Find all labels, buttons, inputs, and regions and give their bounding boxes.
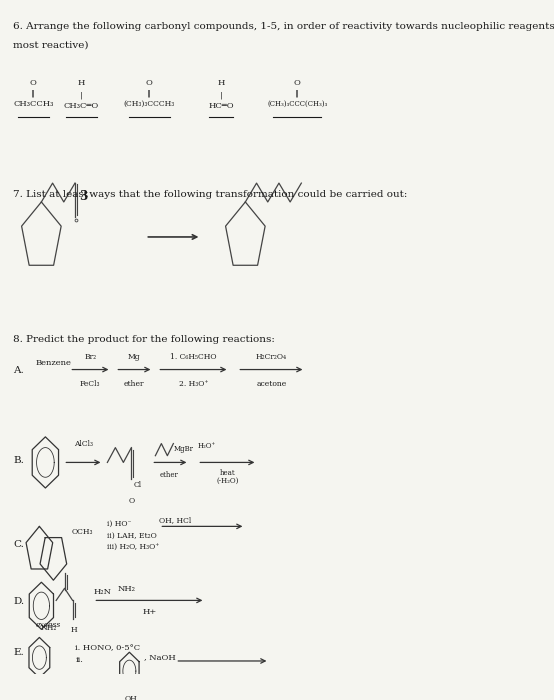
Text: NH₂: NH₂ xyxy=(40,624,57,632)
Text: ‖: ‖ xyxy=(147,90,151,97)
Text: (CH₃)₃CCCH₃: (CH₃)₃CCCH₃ xyxy=(124,100,175,108)
Text: CH₃C═O: CH₃C═O xyxy=(64,102,99,109)
Text: 3: 3 xyxy=(79,190,88,203)
Text: H: H xyxy=(78,79,85,87)
Text: ‖: ‖ xyxy=(295,90,299,97)
Text: ether: ether xyxy=(124,379,145,388)
Text: heat: heat xyxy=(219,469,235,477)
Text: MgBr: MgBr xyxy=(174,445,194,453)
Text: HC═O: HC═O xyxy=(208,102,234,109)
Text: O: O xyxy=(294,79,301,87)
Text: H: H xyxy=(71,626,78,634)
Text: , NaOH: , NaOH xyxy=(144,653,176,661)
Text: excess: excess xyxy=(35,621,60,629)
Text: i. HONO, 0-5°C: i. HONO, 0-5°C xyxy=(75,644,141,652)
Text: iii) H₂O, H₃O⁺: iii) H₂O, H₃O⁺ xyxy=(107,542,160,550)
Text: A.: A. xyxy=(13,366,24,375)
Text: H₂N: H₂N xyxy=(94,588,111,596)
Text: O: O xyxy=(146,79,153,87)
Text: CH₃CCH₃: CH₃CCH₃ xyxy=(13,100,54,108)
Text: OH: OH xyxy=(124,694,137,700)
Text: AlCl₃: AlCl₃ xyxy=(74,440,93,447)
Text: OCH₃: OCH₃ xyxy=(71,528,93,536)
Text: |: | xyxy=(220,91,223,99)
Text: 2. H₃O⁺: 2. H₃O⁺ xyxy=(178,379,208,388)
Text: 1. C₆H₅CHO: 1. C₆H₅CHO xyxy=(170,353,217,360)
Text: NH₂: NH₂ xyxy=(117,585,135,593)
Text: 6. Arrange the following carbonyl compounds, 1-5, in order of reactivity towards: 6. Arrange the following carbonyl compou… xyxy=(13,22,554,31)
Text: D.: D. xyxy=(13,597,24,606)
Text: acetone: acetone xyxy=(256,379,286,388)
Text: i) HO⁻: i) HO⁻ xyxy=(107,519,132,528)
Text: E.: E. xyxy=(13,648,24,657)
Text: H: H xyxy=(218,79,225,87)
Text: OH, HCl: OH, HCl xyxy=(160,517,192,524)
Text: most reactive): most reactive) xyxy=(13,41,89,50)
Text: Cl: Cl xyxy=(134,482,141,489)
Text: H+: H+ xyxy=(142,608,156,617)
Text: O: O xyxy=(129,498,135,505)
Text: FeCl₃: FeCl₃ xyxy=(80,379,100,388)
Text: ways that the following transformation could be carried out:: ways that the following transformation c… xyxy=(86,190,408,199)
Text: Benzene: Benzene xyxy=(35,360,71,368)
Text: Mg: Mg xyxy=(128,353,141,360)
Text: ii) LAH, Et₂O: ii) LAH, Et₂O xyxy=(107,532,157,540)
Text: C.: C. xyxy=(13,540,24,549)
Text: (CH₃)₃CCC(CH₃)₃: (CH₃)₃CCC(CH₃)₃ xyxy=(267,100,327,108)
Text: H₂O⁺: H₂O⁺ xyxy=(197,442,216,450)
Text: (-H₂O): (-H₂O) xyxy=(216,477,239,485)
Text: 7. List at least: 7. List at least xyxy=(13,190,91,199)
Text: ‖: ‖ xyxy=(32,90,35,97)
Text: H₂Cr₂O₄: H₂Cr₂O₄ xyxy=(256,353,287,360)
Text: ii.: ii. xyxy=(75,657,83,664)
Text: O: O xyxy=(30,79,37,87)
Text: ether: ether xyxy=(160,470,179,479)
Text: Br₂: Br₂ xyxy=(84,353,96,360)
Text: |: | xyxy=(80,91,83,99)
Text: 8. Predict the product for the following reactions:: 8. Predict the product for the following… xyxy=(13,335,275,344)
Text: B.: B. xyxy=(13,456,24,465)
